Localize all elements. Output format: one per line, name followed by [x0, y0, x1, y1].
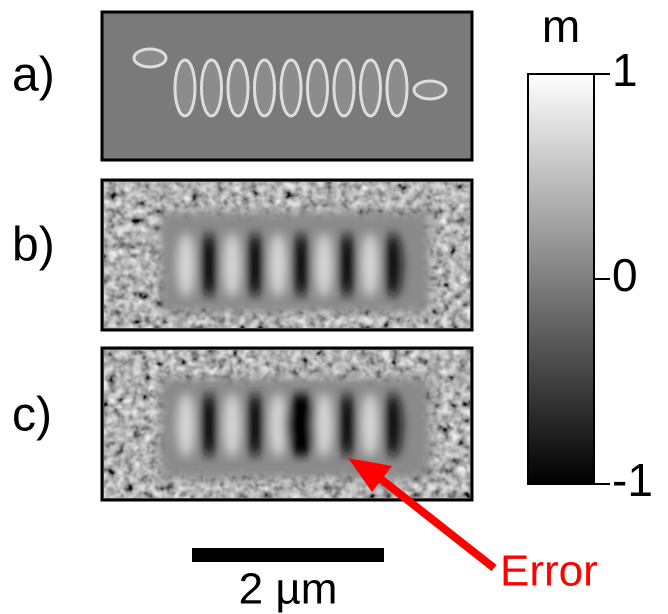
nanomagnet: [279, 58, 303, 118]
domain: [269, 393, 287, 457]
nanomagnet: [173, 58, 197, 118]
domain: [315, 393, 333, 457]
panel-c-image: [100, 346, 474, 502]
colorbar: [527, 73, 595, 485]
domain: [384, 233, 402, 297]
arrow: [369, 468, 497, 572]
nanomagnet: [306, 58, 329, 118]
nanomagnet: [385, 58, 409, 118]
domain: [246, 233, 264, 297]
nanomagnet: [332, 58, 356, 118]
domain: [338, 233, 356, 297]
annotation: Error: [500, 547, 598, 596]
domain: [285, 393, 317, 457]
domain: [361, 393, 379, 457]
nanomagnet: [226, 58, 250, 118]
scale-bar-label: 2 µm: [239, 565, 338, 614]
domain: [177, 393, 195, 457]
nanomagnet: [200, 58, 223, 118]
colorbar-label: m: [542, 0, 580, 52]
panel-label: c): [12, 389, 52, 442]
panel-label: a): [12, 49, 55, 102]
domain: [269, 233, 287, 297]
domain: [246, 393, 264, 457]
domain: [200, 393, 218, 457]
domain: [223, 233, 241, 297]
domain: [200, 233, 218, 297]
domain: [177, 233, 195, 297]
nanomagnet: [253, 58, 276, 118]
panel-b-image: [100, 178, 474, 332]
tick-label: 0: [612, 249, 638, 301]
domain: [361, 233, 379, 297]
tick-label: -1: [612, 454, 653, 506]
nanomagnet: [359, 58, 382, 118]
domain: [384, 393, 402, 457]
tick-label: 1: [612, 44, 638, 96]
domain: [292, 233, 310, 297]
arrowhead: [348, 458, 392, 492]
domain: [223, 393, 241, 457]
domain: [338, 393, 356, 457]
domain: [315, 233, 333, 297]
scale-bar: [192, 548, 384, 562]
panel-a-image: [100, 10, 474, 162]
panel-label: b): [12, 219, 55, 272]
